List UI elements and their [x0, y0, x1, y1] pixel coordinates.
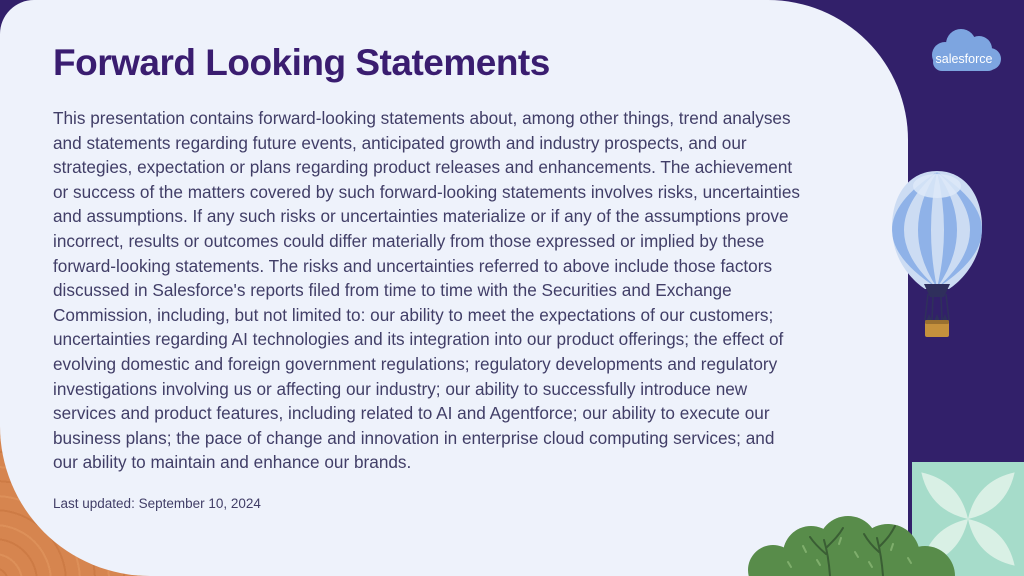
disclaimer-line: and assumptions. If any such risks or un… [53, 206, 789, 227]
disclaimer-line: or success of the matters covered by suc… [53, 181, 801, 202]
bush-illustration [748, 516, 955, 576]
salesforce-logo: salesforce [932, 29, 1001, 71]
disclaimer-line: business plans; the pace of change and i… [53, 427, 775, 448]
last-updated-text: Last updated: September 10, 2024 [53, 496, 261, 511]
disclaimer-text: This presentation contains forward-looki… [53, 106, 800, 475]
disclaimer-line: investigations involving us or affecting… [53, 378, 748, 399]
disclaimer-line: strategies, expectation or plans regardi… [53, 157, 793, 178]
disclaimer-line: Commission, including, but not limited t… [53, 304, 774, 325]
disclaimer-line: services and product features, including… [53, 403, 770, 424]
cloud-icon [932, 29, 1001, 71]
disclaimer-line: forward-looking statements. The risks an… [53, 255, 773, 276]
disclaimer-line: and statements regarding future events, … [53, 132, 747, 153]
disclaimer-line: evolving domestic and foreign government… [53, 353, 778, 374]
page-title: Forward Looking Statements [53, 42, 550, 83]
disclaimer-line: our ability to maintain and enhance our … [53, 452, 412, 473]
disclaimer-line: uncertainties regarding AI technologies … [53, 329, 784, 350]
disclaimer-line: incorrect, results or outcomes could dif… [53, 230, 765, 251]
hot-air-balloon-illustration [892, 171, 982, 337]
disclaimer-line: This presentation contains forward-looki… [53, 108, 791, 128]
salesforce-logo-text: salesforce [936, 52, 993, 66]
disclaimer-line: discussed in Salesforce's reports filed … [53, 280, 732, 301]
content-card: Forward Looking Statements This presenta… [0, 0, 908, 576]
